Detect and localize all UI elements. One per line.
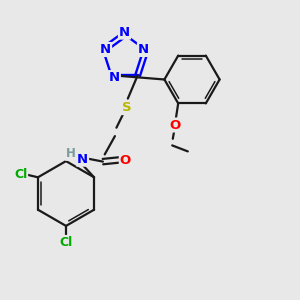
Text: N: N bbox=[77, 153, 88, 166]
Text: O: O bbox=[169, 118, 181, 131]
Text: N: N bbox=[138, 43, 149, 56]
Text: O: O bbox=[120, 154, 131, 166]
Text: S: S bbox=[122, 101, 131, 114]
Text: N: N bbox=[109, 71, 120, 84]
Text: Cl: Cl bbox=[59, 236, 73, 249]
Text: H: H bbox=[66, 147, 76, 160]
Text: N: N bbox=[100, 43, 111, 56]
Text: N: N bbox=[119, 26, 130, 39]
Text: Cl: Cl bbox=[14, 168, 27, 182]
